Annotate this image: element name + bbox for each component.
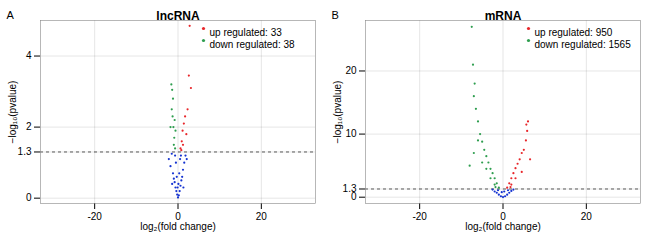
- svg-text:−log₁₀(pvalue): −log₁₀(pvalue): [332, 81, 343, 144]
- svg-text:-20: -20: [87, 211, 102, 222]
- svg-text:down regulated: 38: down regulated: 38: [210, 39, 296, 50]
- svg-text:20: 20: [581, 211, 593, 222]
- svg-text:down regulated: 1565: down regulated: 1565: [535, 39, 632, 50]
- svg-text:4: 4: [26, 50, 32, 61]
- svg-text:lncRNA: lncRNA: [156, 9, 200, 23]
- svg-text:log₂(fold change): log₂(fold change): [465, 221, 541, 232]
- svg-text:0: 0: [175, 210, 181, 222]
- svg-text:2: 2: [26, 121, 32, 132]
- svg-text:up regulated: 950: up regulated: 950: [535, 27, 613, 38]
- svg-text:up regulated: 33: up regulated: 33: [210, 27, 283, 38]
- svg-text:-20: -20: [412, 211, 427, 222]
- svg-text:1.3: 1.3: [18, 146, 32, 157]
- svg-text:0: 0: [500, 210, 506, 222]
- svg-text:mRNA: mRNA: [485, 9, 522, 23]
- svg-text:0: 0: [26, 192, 32, 203]
- svg-text:0: 0: [350, 191, 357, 203]
- svg-text:10: 10: [345, 128, 357, 139]
- svg-text:A: A: [7, 9, 15, 21]
- svg-text:1.3: 1.3: [343, 183, 357, 194]
- svg-text:20: 20: [256, 211, 268, 222]
- svg-text:log₂(fold change): log₂(fold change): [140, 221, 216, 232]
- svg-text:20: 20: [345, 65, 357, 76]
- svg-text:B: B: [332, 9, 339, 21]
- svg-text:−log₁₀(pvalue): −log₁₀(pvalue): [7, 81, 18, 144]
